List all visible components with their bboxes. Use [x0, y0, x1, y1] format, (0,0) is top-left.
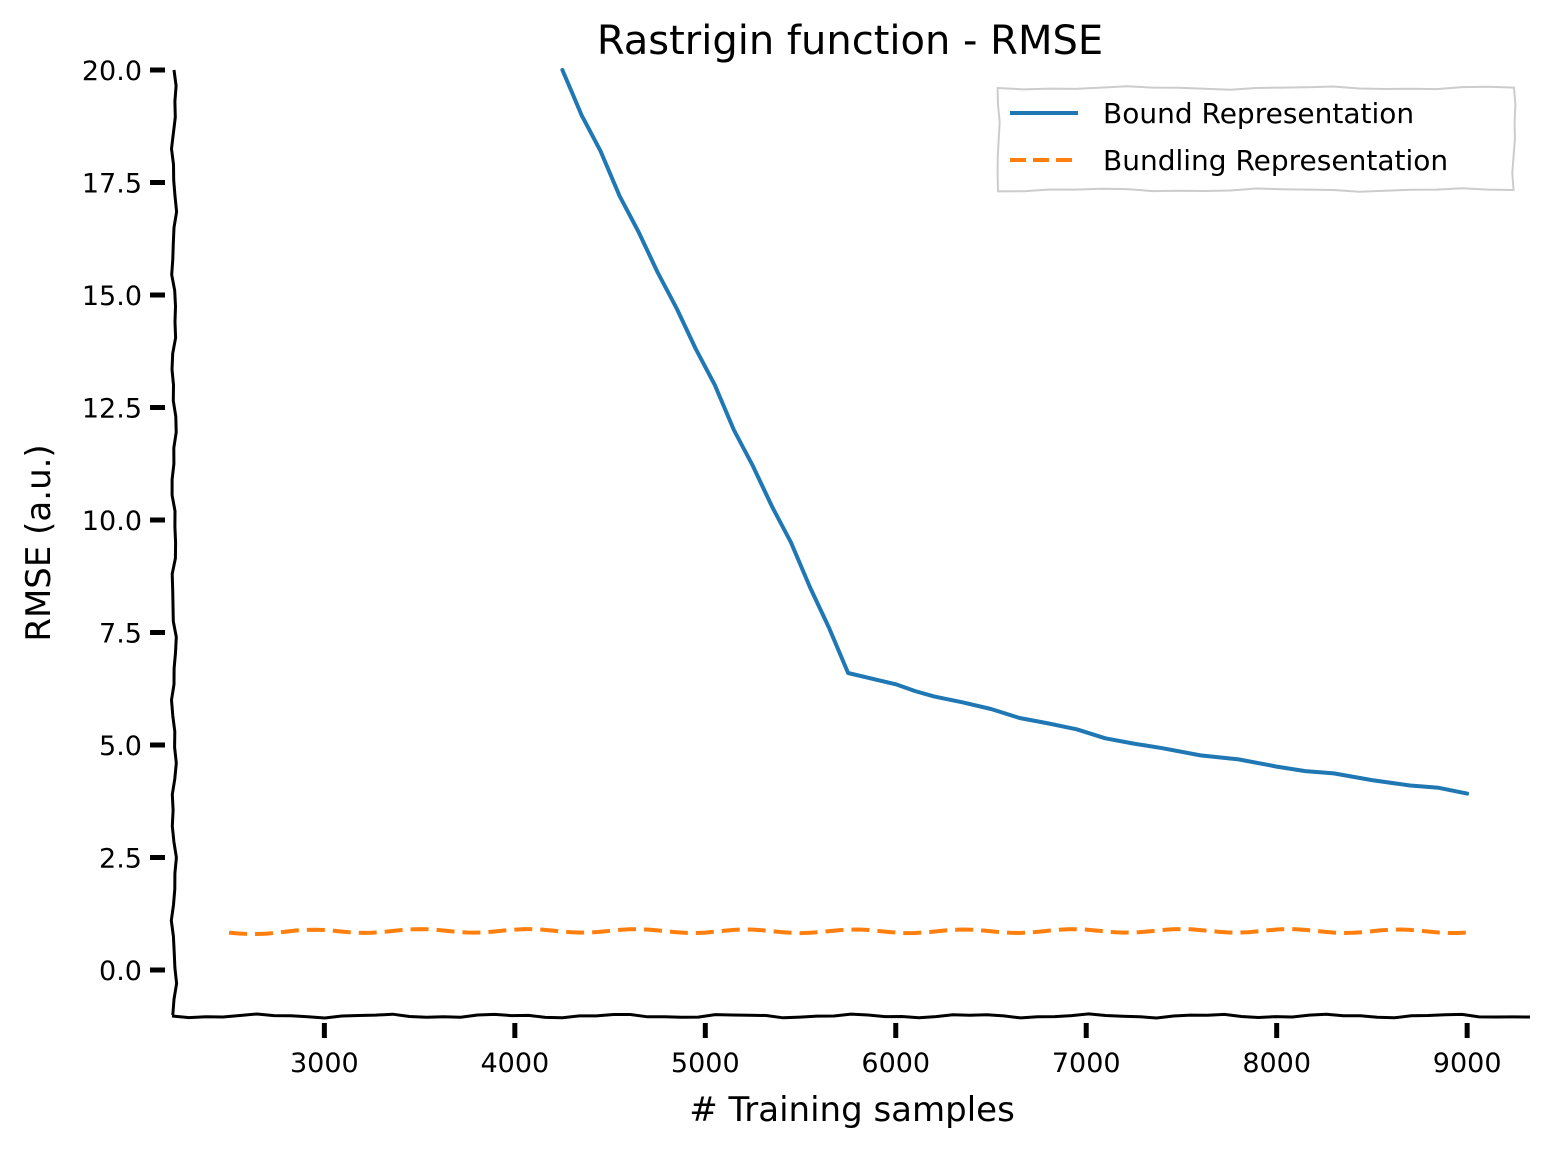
x-tick-label: 5000 — [671, 1048, 740, 1079]
chart-title: Rastrigin function - RMSE — [597, 18, 1103, 64]
y-axis-line — [169, 69, 179, 1016]
y-tick-label: 10.0 — [82, 506, 142, 537]
x-tick-label: 8000 — [1242, 1048, 1311, 1079]
y-tick-label: 2.5 — [99, 844, 142, 875]
y-tick-label: 15.0 — [82, 281, 142, 312]
legend: Bound Representation Bundling Representat… — [996, 85, 1517, 193]
legend-box — [996, 85, 1517, 193]
y-tick-label: 5.0 — [99, 731, 142, 762]
series-line-1 — [228, 927, 1468, 936]
y-tick-label: 20.0 — [82, 56, 142, 87]
y-tick-label: 12.5 — [82, 394, 142, 425]
legend-label-1: Bundling Representation — [1103, 144, 1448, 177]
series-layer — [228, 68, 1470, 936]
y-axis-title: RMSE (a.u.) — [19, 444, 59, 641]
axes: 0.0 2.5 5.0 7.5 10.0 12.5 15.0 17.5 20.0 3000 4000… — [82, 56, 1531, 1079]
x-axis-line — [171, 1012, 1531, 1020]
x-tick-label: 9000 — [1433, 1048, 1502, 1079]
x-tick-label: 6000 — [861, 1048, 930, 1079]
legend-label-0: Bound Representation — [1103, 97, 1414, 130]
x-tick-label: 4000 — [480, 1048, 549, 1079]
x-tick-label: 3000 — [290, 1048, 359, 1079]
y-tick-label: 0.0 — [99, 956, 142, 987]
y-tick-label: 7.5 — [99, 619, 142, 650]
y-tick-label: 17.5 — [82, 169, 142, 200]
series-line-0 — [560, 68, 1470, 796]
x-tick-label: 7000 — [1052, 1048, 1121, 1079]
x-axis-title: # Training samples — [689, 1090, 1015, 1130]
